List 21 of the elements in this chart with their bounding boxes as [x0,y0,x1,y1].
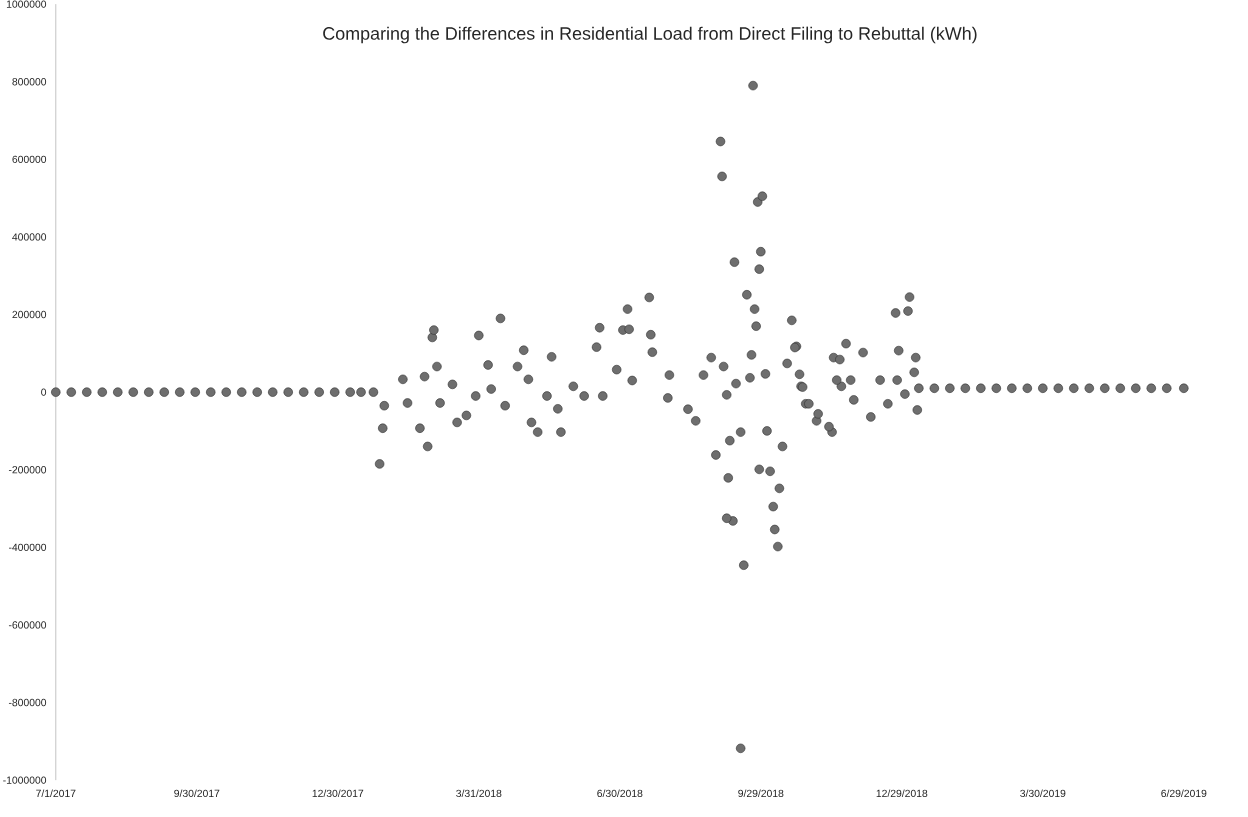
y-tick-label: -800000 [8,698,47,707]
x-tick-label: 6/30/2018 [597,789,643,798]
y-tick-label: 0 [41,388,47,396]
y-tick-label: -600000 [8,621,47,629]
x-tick-label: 6/29/2019 [1161,789,1207,798]
x-tick-label: 12/29/2018 [876,789,928,798]
y-tick-label: 800000 [12,78,47,86]
y-tick-label: 600000 [12,155,47,163]
y-tick-label: -200000 [8,466,47,474]
x-tick-label: 9/30/2017 [174,789,220,798]
text: Comparing the Differences in Residential Load from Direct Filing to Rebuttal (kWh) [323,26,977,44]
y-tick-label: -400000 [8,543,47,551]
x-tick-label: 7/1/2017 [36,789,76,798]
x-tick-label: 9/29/2018 [738,789,784,798]
y-tick-label: -1000000 [3,776,47,784]
x-tick-label: 12/30/2017 [312,789,364,798]
x-tick-label: 3/31/2018 [456,789,502,798]
y-tick-label: 1000000 [6,0,47,8]
x-tick-label: 3/30/2019 [1020,789,1066,798]
y-tick-label: 400000 [12,233,47,241]
y-tick-label: 200000 [12,310,47,319]
